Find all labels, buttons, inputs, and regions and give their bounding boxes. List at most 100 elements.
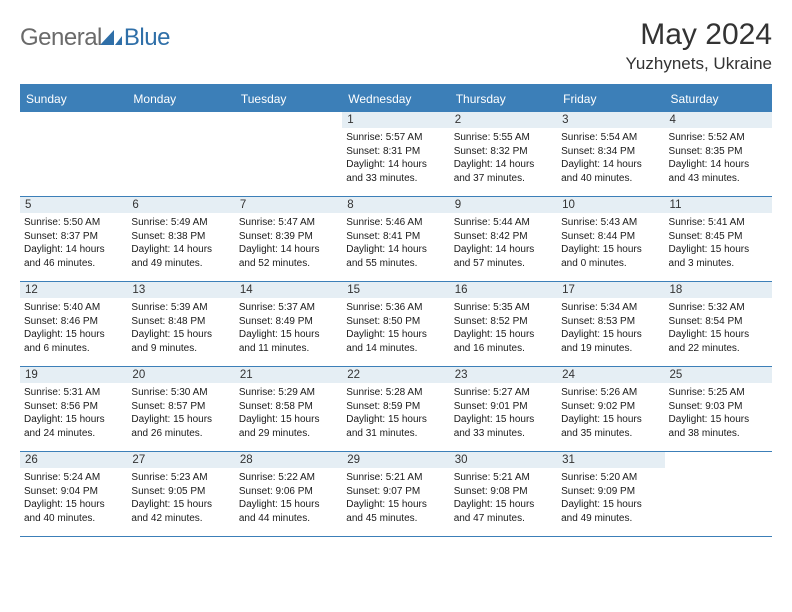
calendar-page: General Blue May 2024 Yuzhynets, Ukraine… (0, 0, 792, 547)
day-info: Sunrise: 5:46 AMSunset: 8:41 PMDaylight:… (346, 216, 445, 270)
day-info-line: and 40 minutes. (24, 512, 123, 526)
day-number: 14 (235, 282, 342, 298)
day-info: Sunrise: 5:39 AMSunset: 8:48 PMDaylight:… (131, 301, 230, 355)
day-number: 22 (342, 367, 449, 383)
month-title: May 2024 (626, 18, 772, 52)
day-info-line: and 40 minutes. (561, 172, 660, 186)
day-cell: 2Sunrise: 5:55 AMSunset: 8:32 PMDaylight… (450, 112, 557, 196)
day-cell: 14 Sunrise: 5:37 AMSunset: 8:49 PMDayligh… (235, 282, 342, 366)
day-cell (20, 112, 127, 196)
day-number: 24 (557, 367, 664, 383)
day-info: Sunrise: 5:57 AMSunset: 8:31 PMDaylight:… (346, 131, 445, 185)
day-cell: 6 Sunrise: 5:49 AMSunset: 8:38 PMDaylight… (127, 197, 234, 281)
day-info-line: and 38 minutes. (669, 427, 768, 441)
day-info-line: Sunrise: 5:40 AM (24, 301, 123, 315)
day-cell (127, 112, 234, 196)
day-info-line: Sunrise: 5:44 AM (454, 216, 553, 230)
day-cell: 18Sunrise: 5:32 AMSunset: 8:54 PMDayligh… (665, 282, 772, 366)
day-info-line: and 49 minutes. (561, 512, 660, 526)
day-info-line: Sunrise: 5:35 AM (454, 301, 553, 315)
day-number (235, 112, 342, 128)
day-info: Sunrise: 5:41 AMSunset: 8:45 PMDaylight:… (669, 216, 768, 270)
day-info-line: and 31 minutes. (346, 427, 445, 441)
day-info-line: Sunrise: 5:36 AM (346, 301, 445, 315)
day-info-line: Daylight: 15 hours (131, 413, 230, 427)
week-row: 19Sunrise: 5:31 AMSunset: 8:56 PMDayligh… (20, 367, 772, 452)
day-info-line: and 9 minutes. (131, 342, 230, 356)
day-info-line: Sunset: 9:03 PM (669, 400, 768, 414)
day-cell: 4Sunrise: 5:52 AMSunset: 8:35 PMDaylight… (665, 112, 772, 196)
day-info-line: Sunset: 9:01 PM (454, 400, 553, 414)
day-cell: 17Sunrise: 5:34 AMSunset: 8:53 PMDayligh… (557, 282, 664, 366)
day-info-line: Sunset: 8:50 PM (346, 315, 445, 329)
day-info: Sunrise: 5:23 AMSunset: 9:05 PMDaylight:… (131, 471, 230, 525)
day-cell: 7Sunrise: 5:47 AMSunset: 8:39 PMDaylight… (235, 197, 342, 281)
day-info-line: and 3 minutes. (669, 257, 768, 271)
day-number (665, 452, 772, 468)
day-info-line: Sunrise: 5:50 AM (24, 216, 123, 230)
logo-text-blue: Blue (124, 24, 170, 52)
day-info-line: Sunset: 8:53 PM (561, 315, 660, 329)
day-info-line: Sunset: 8:59 PM (346, 400, 445, 414)
day-info: Sunrise: 5:49 AMSunset: 8:38 PMDaylight:… (131, 216, 230, 270)
day-info-line: Sunset: 9:05 PM (131, 485, 230, 499)
day-info-line: Daylight: 15 hours (239, 328, 338, 342)
day-info-line: Sunrise: 5:43 AM (561, 216, 660, 230)
day-number: 29 (342, 452, 449, 468)
day-info-line: Sunset: 8:45 PM (669, 230, 768, 244)
day-number: 28 (235, 452, 342, 468)
day-info-line: Sunset: 9:06 PM (239, 485, 338, 499)
week-row: 12Sunrise: 5:40 AMSunset: 8:46 PMDayligh… (20, 282, 772, 367)
day-number: 21 (235, 367, 342, 383)
day-header-wednesday: Wednesday (342, 86, 449, 112)
day-info-line: Daylight: 15 hours (454, 328, 553, 342)
day-cell: 10Sunrise: 5:43 AMSunset: 8:44 PMDayligh… (557, 197, 664, 281)
day-info-line: Daylight: 14 hours (561, 158, 660, 172)
calendar-grid: Sunday Monday Tuesday Wednesday Thursday… (20, 84, 772, 537)
header: General Blue May 2024 Yuzhynets, Ukraine (20, 18, 772, 74)
day-info-line: Sunset: 8:48 PM (131, 315, 230, 329)
day-info-line: Sunset: 8:42 PM (454, 230, 553, 244)
logo-sail-icon (100, 28, 122, 46)
day-info-line: Daylight: 14 hours (239, 243, 338, 257)
day-cell: 8Sunrise: 5:46 AMSunset: 8:41 PMDaylight… (342, 197, 449, 281)
day-info-line: and 35 minutes. (561, 427, 660, 441)
day-info-line: Sunrise: 5:20 AM (561, 471, 660, 485)
day-cell: 31Sunrise: 5:20 AMSunset: 9:09 PMDayligh… (557, 452, 664, 536)
day-number: 4 (665, 112, 772, 128)
day-number: 6 (127, 197, 234, 213)
day-info-line: Sunrise: 5:41 AM (669, 216, 768, 230)
day-header-sunday: Sunday (20, 86, 127, 112)
day-info-line: Daylight: 15 hours (454, 413, 553, 427)
day-number: 26 (20, 452, 127, 468)
day-info-line: and 33 minutes. (454, 427, 553, 441)
day-info-line: Daylight: 15 hours (454, 498, 553, 512)
day-info-line: Sunset: 9:08 PM (454, 485, 553, 499)
day-info-line: and 26 minutes. (131, 427, 230, 441)
day-cell (235, 112, 342, 196)
day-info-line: Sunset: 8:31 PM (346, 145, 445, 159)
day-info: Sunrise: 5:43 AMSunset: 8:44 PMDaylight:… (561, 216, 660, 270)
day-info-line: and 55 minutes. (346, 257, 445, 271)
day-info: Sunrise: 5:32 AMSunset: 8:54 PMDaylight:… (669, 301, 768, 355)
day-info-line: Daylight: 15 hours (669, 413, 768, 427)
location-label: Yuzhynets, Ukraine (626, 54, 772, 74)
weeks-container: 1Sunrise: 5:57 AMSunset: 8:31 PMDaylight… (20, 112, 772, 537)
day-cell: 22Sunrise: 5:28 AMSunset: 8:59 PMDayligh… (342, 367, 449, 451)
title-block: May 2024 Yuzhynets, Ukraine (626, 18, 772, 74)
day-number: 25 (665, 367, 772, 383)
day-info-line: Sunset: 8:38 PM (131, 230, 230, 244)
day-info-line: Daylight: 15 hours (669, 243, 768, 257)
day-info-line: Daylight: 15 hours (24, 413, 123, 427)
day-info: Sunrise: 5:37 AMSunset: 8:49 PMDaylight:… (239, 301, 338, 355)
day-info: Sunrise: 5:50 AMSunset: 8:37 PMDaylight:… (24, 216, 123, 270)
day-number: 9 (450, 197, 557, 213)
day-info-line: Sunset: 8:58 PM (239, 400, 338, 414)
day-info: Sunrise: 5:27 AMSunset: 9:01 PMDaylight:… (454, 386, 553, 440)
day-cell: 30Sunrise: 5:21 AMSunset: 9:08 PMDayligh… (450, 452, 557, 536)
day-info-line: Sunrise: 5:49 AM (131, 216, 230, 230)
day-info-line: Sunrise: 5:22 AM (239, 471, 338, 485)
day-info-line: and 6 minutes. (24, 342, 123, 356)
day-info: Sunrise: 5:36 AMSunset: 8:50 PMDaylight:… (346, 301, 445, 355)
day-info: Sunrise: 5:35 AMSunset: 8:52 PMDaylight:… (454, 301, 553, 355)
